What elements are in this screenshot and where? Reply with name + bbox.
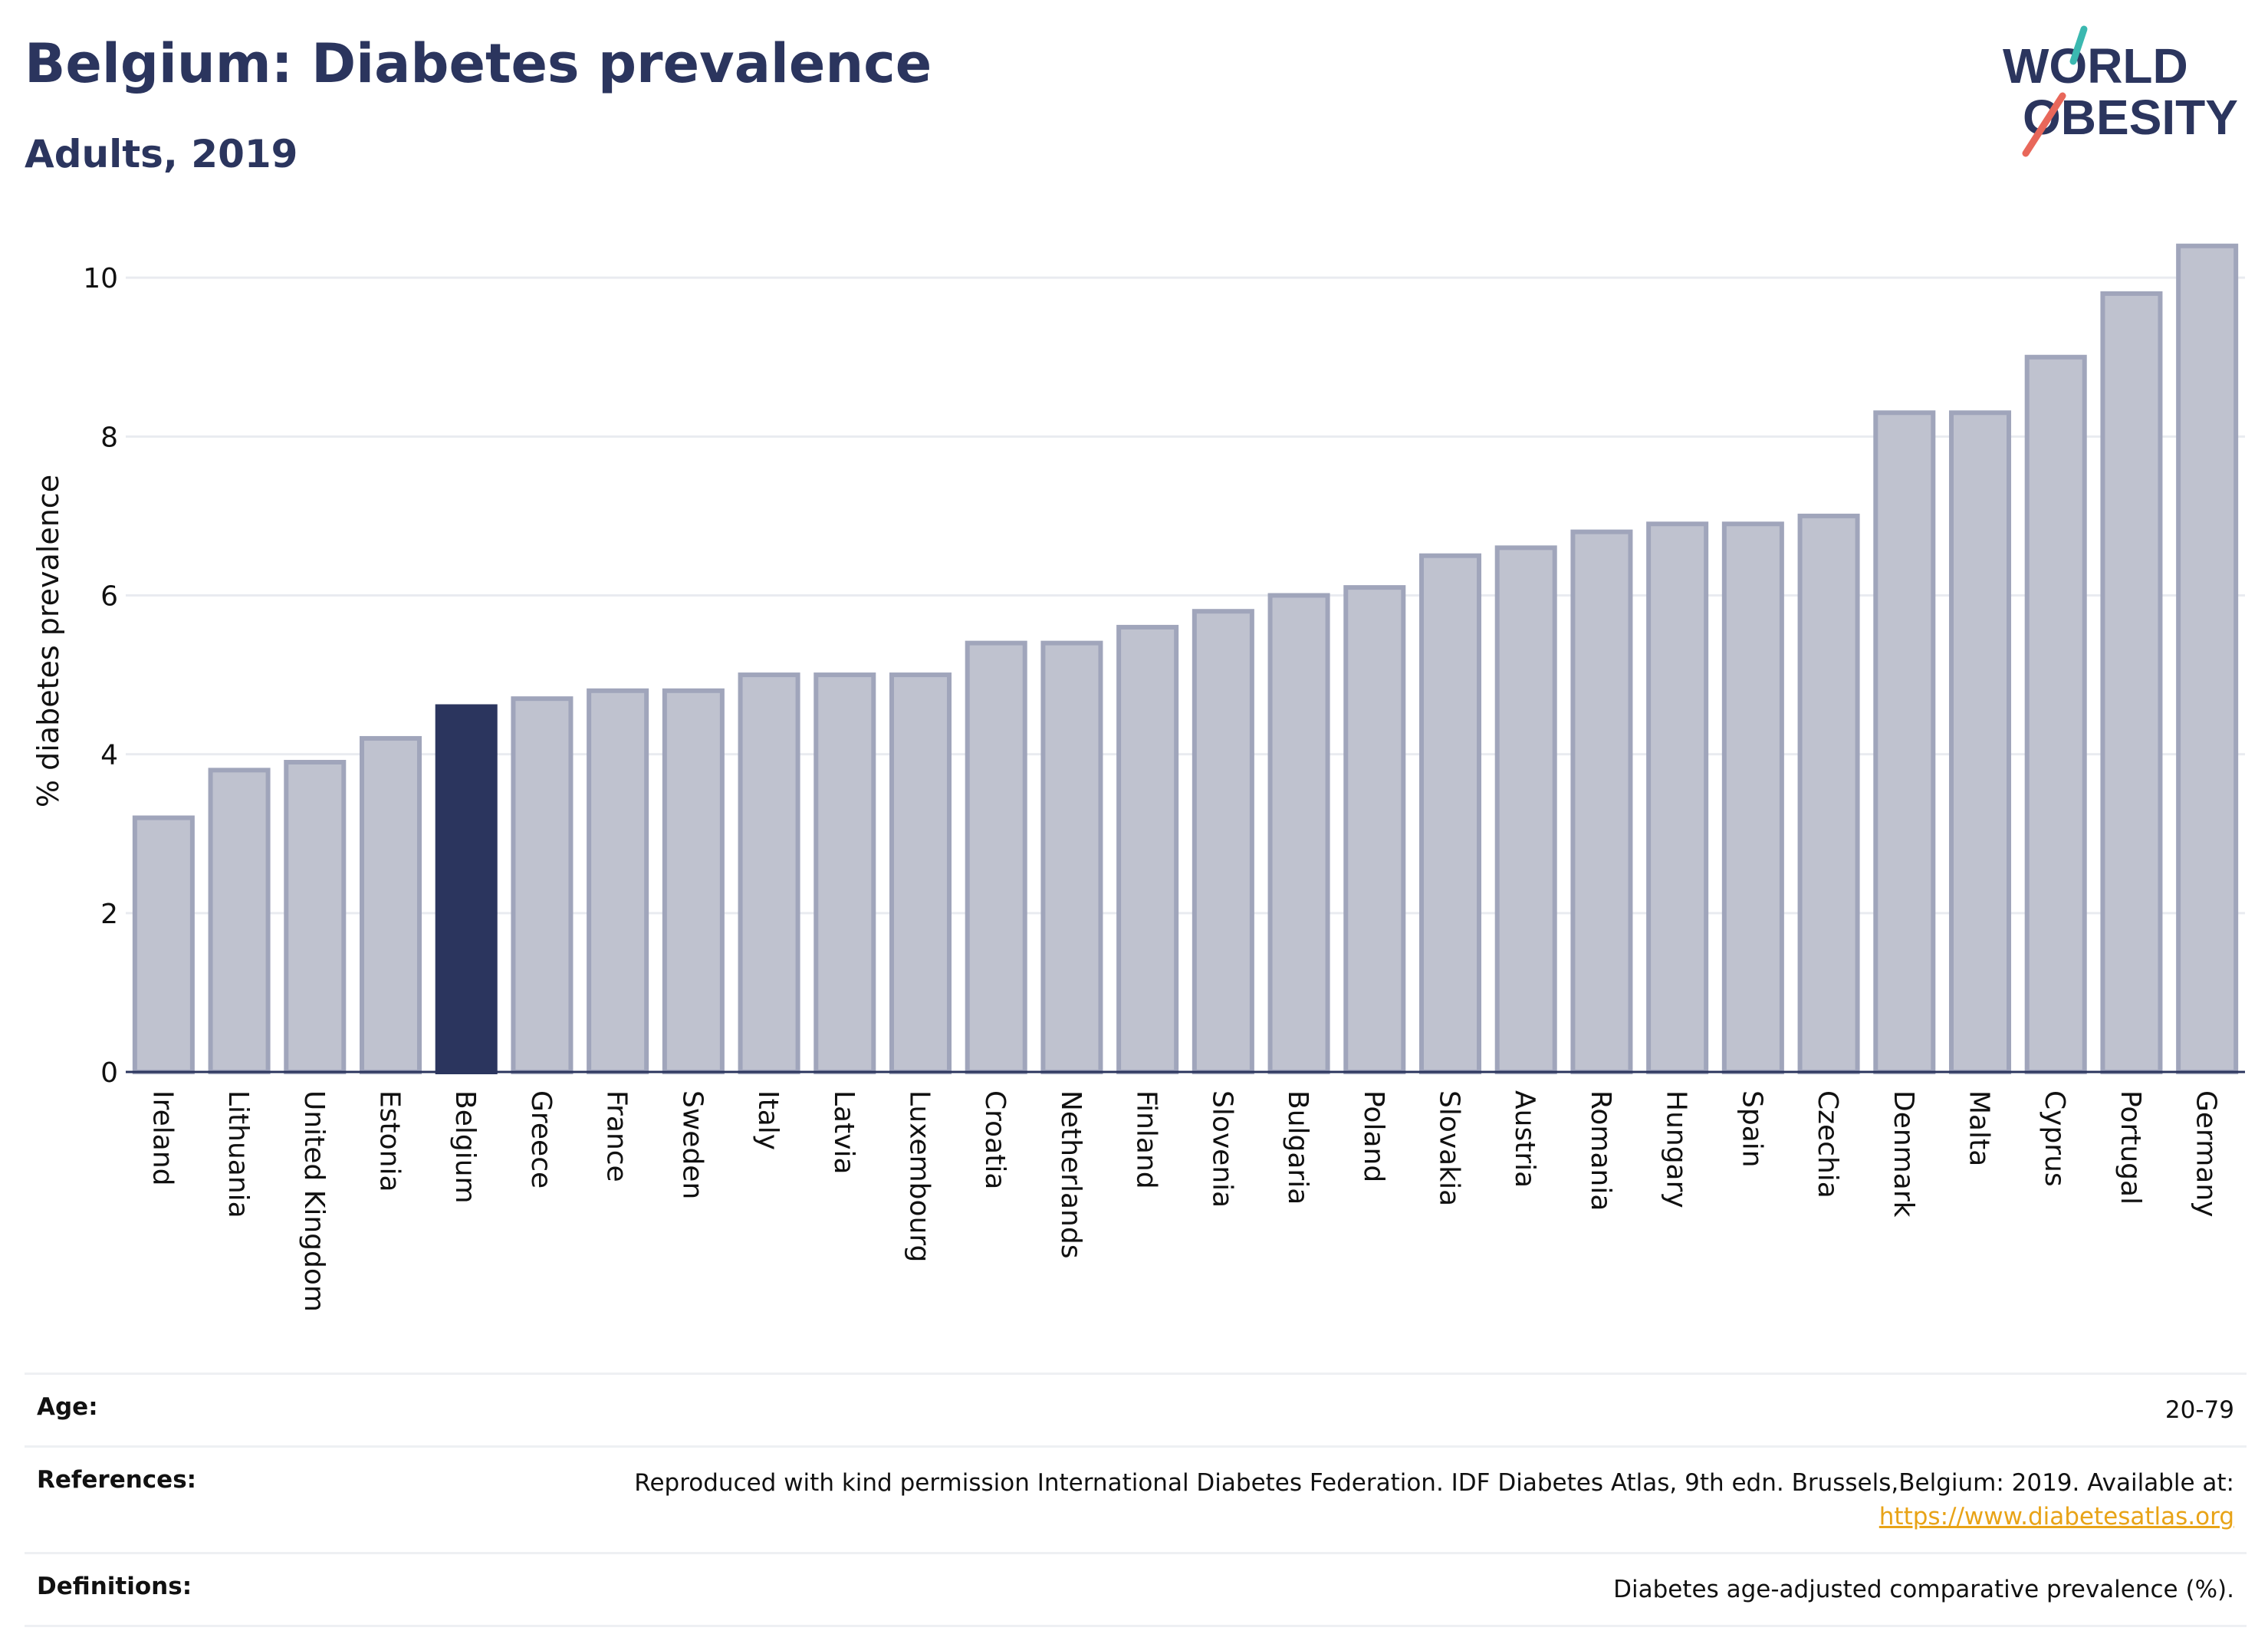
x-tick-label: Slovakia — [1434, 1090, 1465, 1206]
x-tick-label: Luxembourg — [904, 1090, 935, 1262]
x-tick-label: Sweden — [676, 1090, 708, 1199]
x-tick-label: Slovenia — [1206, 1090, 1238, 1208]
bar-estonia — [359, 735, 422, 1075]
definitions-label: Definitions: — [37, 1573, 192, 1600]
x-tick-label: Belgium — [449, 1090, 481, 1204]
references-value: Reproduced with kind permission Internat… — [634, 1466, 2234, 1534]
x-tick-label: Austria — [1509, 1090, 1540, 1188]
x-tick-labels: Ireland Lithuania United Kingdom Estonia Bel… — [146, 1090, 2221, 1312]
bar-croatia — [965, 640, 1027, 1074]
bar-bulgaria — [1267, 593, 1330, 1074]
x-tick-label: Hungary — [1661, 1090, 1692, 1208]
info-row-age: Age: 20-79 — [25, 1373, 2247, 1445]
y-tick-label: 4 — [100, 740, 118, 771]
bar-ireland — [132, 815, 195, 1075]
x-tick-label: Croatia — [979, 1090, 1011, 1189]
bar-slovenia — [1192, 609, 1254, 1074]
bar-malta — [1948, 410, 2012, 1074]
bar-hungary — [1646, 521, 1709, 1074]
bar-france — [587, 688, 649, 1075]
references-link[interactable]: https://www.diabetesatlas.org — [1878, 1503, 2234, 1530]
x-tick-label: Spain — [1736, 1090, 1767, 1168]
y-tick-label: 2 — [100, 899, 118, 930]
x-tick-label: France — [601, 1090, 633, 1182]
x-tick-label: Italy — [752, 1090, 784, 1150]
x-tick-label: Germany — [2191, 1090, 2222, 1217]
y-tick-label: 8 — [100, 422, 118, 453]
bar-italy — [738, 672, 800, 1074]
x-tick-label: Finland — [1131, 1090, 1162, 1189]
bar-belgium — [435, 704, 498, 1075]
references-text: Reproduced with kind permission Internat… — [634, 1469, 2234, 1497]
bar-finland — [1116, 624, 1179, 1074]
x-tick-label: Portugal — [2115, 1090, 2146, 1205]
age-value: 20-79 — [2164, 1396, 2234, 1424]
age-label: Age: — [37, 1393, 98, 1421]
x-tick-label: Lithuania — [222, 1090, 254, 1218]
y-tick-label: 0 — [100, 1057, 118, 1089]
x-tick-label: Cyprus — [2039, 1090, 2070, 1187]
x-tick-label: Ireland — [146, 1090, 178, 1186]
logo-slash-teal — [2069, 25, 2088, 65]
x-tick-label: Poland — [1358, 1090, 1389, 1182]
x-tick-label: United Kingdom — [298, 1090, 330, 1312]
chart-subtitle: Adults, 2019 — [25, 132, 298, 176]
x-tick-label: Greece — [525, 1090, 557, 1189]
x-tick-label: Estonia — [374, 1090, 406, 1192]
bar-united-kingdom — [284, 760, 347, 1074]
bar-portugal — [2100, 291, 2163, 1074]
chart-title: Belgium: Diabetes prevalence — [25, 32, 932, 95]
x-tick-label: Denmark — [1888, 1090, 1919, 1218]
y-tick-label: 10 — [83, 263, 118, 294]
bar-lithuania — [208, 768, 271, 1075]
x-tick-label: Bulgaria — [1282, 1090, 1313, 1205]
logo-word-1: WORLD — [2003, 38, 2188, 94]
x-tick-label: Romania — [1585, 1090, 1616, 1211]
world-obesity-logo: WORLD OBESITY — [2003, 25, 2238, 157]
info-row-definitions: Definitions: Diabetes age-adjusted compa… — [25, 1552, 2247, 1627]
bar-chart: 0 2 4 6 8 10 Ireland Lithuania United Kingdom Es… — [31, 243, 2245, 1312]
x-tick-label: Latvia — [828, 1090, 860, 1175]
bar-greece — [511, 696, 574, 1074]
bar-netherlands — [1040, 640, 1103, 1074]
info-table: Age: 20-79 References: Reproduced with k… — [25, 1373, 2247, 1627]
definitions-value: Diabetes age-adjusted comparative preval… — [1613, 1576, 2234, 1603]
bar-slovakia — [1418, 553, 1482, 1074]
x-tick-label: Malta — [1964, 1090, 1995, 1166]
bar-cyprus — [2024, 354, 2087, 1074]
x-tick-label: Czechia — [1812, 1090, 1843, 1198]
bar-austria — [1494, 545, 1557, 1074]
bar-romania — [1570, 529, 1633, 1074]
info-row-references: References: Reproduced with kind permiss… — [25, 1445, 2247, 1552]
bar-sweden — [662, 688, 725, 1075]
bar-czechia — [1797, 513, 1860, 1074]
bar-denmark — [1873, 410, 1936, 1074]
y-tick-label: 6 — [100, 580, 118, 612]
bar-luxembourg — [889, 672, 952, 1074]
bar-germany — [2176, 243, 2239, 1074]
references-label: References: — [37, 1466, 197, 1494]
y-axis-label: % diabetes prevalence — [31, 475, 65, 807]
bar-poland — [1343, 585, 1406, 1074]
y-tick-labels: 0 2 4 6 8 10 — [83, 263, 118, 1089]
bar-latvia — [814, 672, 876, 1074]
bar-spain — [1721, 521, 1784, 1074]
bars — [132, 243, 2239, 1075]
x-tick-label: Netherlands — [1055, 1090, 1086, 1258]
logo-slash-red — [2022, 92, 2066, 157]
